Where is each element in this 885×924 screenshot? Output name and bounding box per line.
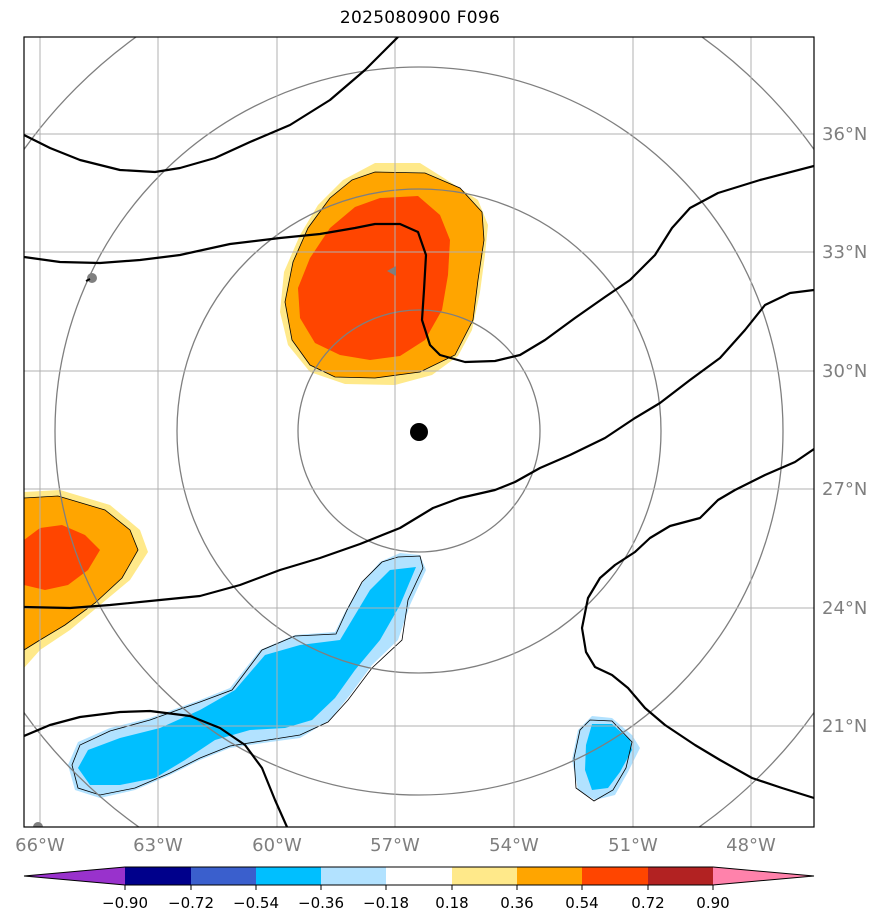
small-marker-southwest	[33, 822, 43, 827]
colorbar-segment	[191, 867, 256, 885]
colorbar-segment	[582, 867, 648, 885]
lon-label-60w: 60°W	[252, 835, 302, 856]
colorbar-tick-label: −0.36	[298, 894, 344, 912]
lon-label-57w: 57°W	[370, 835, 420, 856]
colorbar-segment	[517, 867, 582, 885]
lat-label-27n: 27°N	[822, 479, 867, 500]
small-triangle-marker	[387, 266, 396, 276]
negative-anomaly-small	[572, 716, 640, 802]
contour-line-5	[580, 448, 814, 800]
colorbar-extend-low	[24, 867, 125, 885]
colorbar-tick-label: −0.90	[102, 894, 148, 912]
lat-label-36n: 36°N	[822, 124, 867, 145]
colorbar-tick-label: 0.36	[500, 894, 533, 912]
lon-label-48w: 48°W	[726, 835, 776, 856]
contour-line-2	[24, 164, 814, 364]
lon-label-51w: 51°W	[608, 835, 658, 856]
contour-lines	[24, 37, 814, 827]
colorbar-segment	[125, 867, 191, 885]
plot-frame	[23, 36, 815, 828]
small-marker-west	[87, 273, 97, 283]
colorbar-segment	[452, 867, 517, 885]
lat-label-21n: 21°N	[822, 716, 867, 737]
lat-label-33n: 33°N	[822, 242, 867, 263]
lon-label-66w: 66°W	[15, 835, 65, 856]
colorbar-tick-label: 0.54	[565, 894, 598, 912]
colorbar-tick-label: 0.72	[631, 894, 664, 912]
colorbar-extend-high	[713, 867, 814, 885]
range-ring-1	[297, 309, 541, 553]
colorbar-segment	[256, 867, 321, 885]
range-ring-2	[176, 188, 662, 674]
lon-label-54w: 54°W	[489, 835, 539, 856]
colorbar-segment	[321, 867, 386, 885]
lat-label-30n: 30°N	[822, 361, 867, 382]
colorbar-tick-label: −0.72	[168, 894, 214, 912]
colorbar-segment	[648, 867, 713, 885]
lon-label-63w: 63°W	[133, 835, 183, 856]
lat-label-24n: 24°N	[822, 598, 867, 619]
positive-anomaly-north	[280, 163, 488, 385]
colorbar-tick-label: 0.90	[696, 894, 729, 912]
range-ring-3	[54, 66, 784, 796]
map-title: 2025080900 F096	[339, 8, 501, 28]
colorbar-tick-label: −0.18	[363, 894, 409, 912]
colorbar-tick-label: −0.54	[233, 894, 279, 912]
small-tick-west	[85, 278, 91, 282]
colorbar: −0.90 −0.72 −0.54 −0.36 −0.18 0.18 0.36 …	[23, 866, 815, 912]
gridlines	[24, 37, 814, 827]
contour-line-1	[24, 37, 399, 174]
positive-anomaly-west	[24, 490, 148, 668]
contour-line-3	[24, 288, 814, 610]
colorbar-segment	[386, 867, 452, 885]
colorbar-tick-label: 0.18	[435, 894, 468, 912]
contour-line-4	[24, 709, 289, 827]
storm-center-marker	[410, 423, 428, 441]
